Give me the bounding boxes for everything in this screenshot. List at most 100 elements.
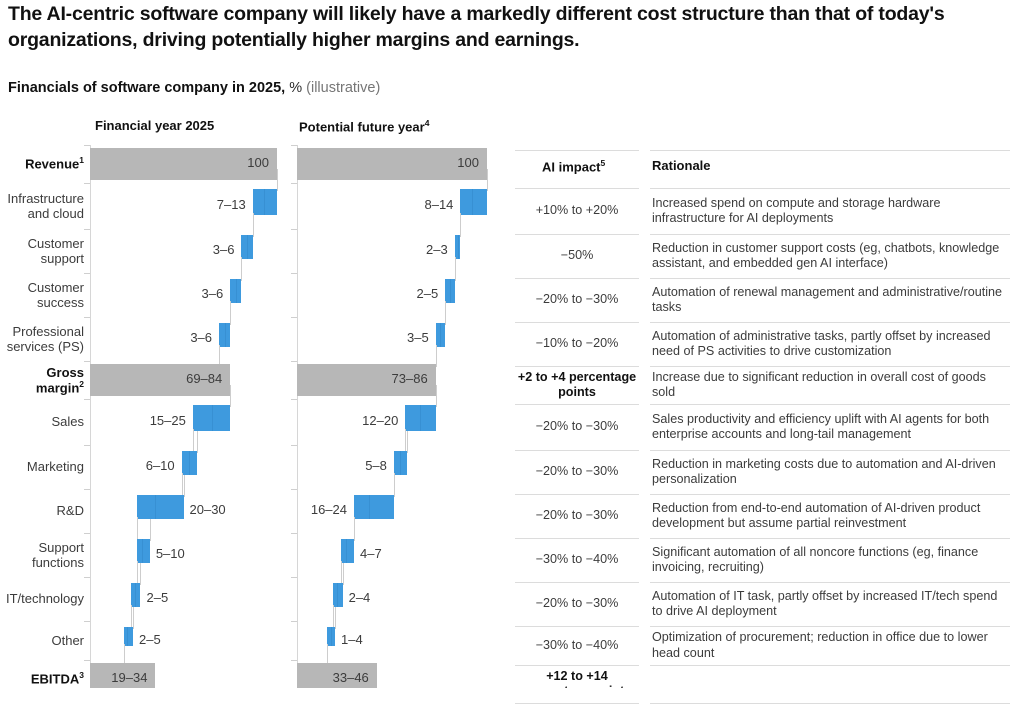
row-label-customer-support: Customer support xyxy=(0,229,84,273)
ai-impact-cell: −20% to −30% xyxy=(535,596,619,611)
row-label-text: R&D xyxy=(56,503,84,519)
bar-value-right: 4–7 xyxy=(360,546,382,561)
waterfall-connector xyxy=(241,259,243,281)
axis-tick xyxy=(84,399,90,400)
table-rule xyxy=(515,278,639,279)
table-rule xyxy=(515,234,639,235)
row-label-text: Gross margin2 xyxy=(35,364,84,396)
waterfall-connector xyxy=(140,563,142,585)
axis-tick xyxy=(291,317,297,318)
axis-tick xyxy=(291,399,297,400)
rationale-cell: Sales productivity and efficiency uplift… xyxy=(652,411,990,441)
bar-midline xyxy=(235,279,237,303)
row-label-text: Other xyxy=(51,632,84,648)
axis-tick xyxy=(291,533,297,534)
bar-left-infrastructure-and-cloud xyxy=(252,189,277,215)
chart-axis-right xyxy=(297,145,298,690)
axis-tick xyxy=(291,660,297,661)
chart-subtitle-bold: Financials of software company in 2025, xyxy=(8,80,286,96)
axis-tick xyxy=(291,183,297,184)
table-rule xyxy=(650,626,1010,627)
bar-midline xyxy=(369,495,371,519)
row-label-footnote: 1 xyxy=(79,155,84,166)
ai-impact-cell: −20% to −30% xyxy=(535,508,619,523)
table-rule xyxy=(515,366,639,367)
bar-right-other xyxy=(327,627,335,646)
axis-tick xyxy=(291,229,297,230)
rationale-cell: Optimization of procurement; reduction i… xyxy=(652,630,988,660)
axis-tick xyxy=(291,273,297,274)
bar-midline xyxy=(189,451,191,475)
bar-value-left: 5–10 xyxy=(155,546,185,561)
rationale-cell: Reduction from end-to-end automation of … xyxy=(652,500,981,530)
row-label-customer-success: Customer success xyxy=(0,273,84,317)
waterfall-connector xyxy=(136,561,138,583)
bar-value-right: 16–24 xyxy=(310,502,347,517)
waterfall-connector xyxy=(219,345,221,367)
bar-value-right: 8–14 xyxy=(424,197,454,212)
bar-right-r-d xyxy=(354,495,394,519)
bar-right-support-functions xyxy=(340,539,354,563)
waterfall-connector xyxy=(131,605,133,627)
axis-tick xyxy=(84,273,90,274)
bar-right-marketing xyxy=(393,451,408,475)
bar-value-right: 73–86 xyxy=(391,371,428,386)
axis-tick xyxy=(84,229,90,230)
bar-midline xyxy=(440,323,442,347)
row-label-text: Revenue1 xyxy=(25,155,84,172)
bar-value-right: 2–5 xyxy=(416,286,439,301)
bar-value-left: 7–13 xyxy=(216,197,246,212)
bar-right-professional-services-ps xyxy=(435,323,446,347)
table-rule xyxy=(515,404,639,405)
axis-tick xyxy=(84,621,90,622)
panel-title-left-text: Financial year 2025 xyxy=(95,118,215,133)
row-label-text: Customer support xyxy=(27,235,84,266)
table-rule xyxy=(650,538,1010,539)
waterfall-connector xyxy=(181,473,183,495)
ai-impact-cell: −20% to −30% xyxy=(535,419,619,434)
table-rule xyxy=(650,582,1010,583)
bar-midline xyxy=(399,451,401,475)
waterfall-connector xyxy=(327,644,329,666)
bar-left-it-technology xyxy=(131,583,141,607)
bar-value-left: 20–30 xyxy=(189,502,226,517)
table-rule xyxy=(515,538,639,539)
waterfall-connector xyxy=(277,169,278,191)
ai-impact-cell: −50% xyxy=(560,248,594,263)
row-label-marketing: Marketing xyxy=(0,445,84,489)
bar-value-right: 3–5 xyxy=(407,330,429,345)
waterfall-chart: Revenue1 100 100 Infrastructure and cloud 7–… xyxy=(0,145,510,695)
table-rule xyxy=(515,150,639,151)
waterfall-connector xyxy=(149,519,151,541)
waterfall-connector xyxy=(487,169,488,191)
table-rule xyxy=(515,450,639,451)
axis-tick xyxy=(291,577,297,578)
bar-left-marketing xyxy=(181,451,197,475)
table-rule xyxy=(515,665,639,666)
bar-midline xyxy=(331,627,333,646)
bar-midline xyxy=(449,279,451,303)
bar-midline xyxy=(420,405,422,431)
axis-tick xyxy=(84,660,90,661)
axis-tick xyxy=(291,489,297,490)
rationale-cell: Reduction in customer support costs (eg,… xyxy=(652,240,1000,270)
axis-tick xyxy=(291,621,297,622)
axis-tick xyxy=(84,361,90,362)
table-rule xyxy=(515,322,639,323)
axis-tick xyxy=(84,183,90,184)
row-label-footnote: 3 xyxy=(79,670,84,681)
bar-right-revenue xyxy=(297,148,487,180)
rationale-cell: Automation of administrative tasks, part… xyxy=(652,328,991,358)
bar-midline xyxy=(224,323,226,347)
table-rule xyxy=(515,188,639,189)
column-header-ai-impact-text: AI impact xyxy=(542,159,601,175)
ai-impact-cell: +10% to +20% xyxy=(535,203,619,218)
table-rule xyxy=(650,188,1010,189)
axis-tick xyxy=(291,445,297,446)
bar-value-left: 100 xyxy=(247,155,269,170)
bar-value-left: 69–84 xyxy=(186,371,223,386)
axis-tick xyxy=(84,489,90,490)
rationale-cell: Significant automation of all noncore fu… xyxy=(652,544,979,574)
bar-right-it-technology xyxy=(333,583,343,607)
chart-subtitle-unit: % xyxy=(285,80,303,96)
